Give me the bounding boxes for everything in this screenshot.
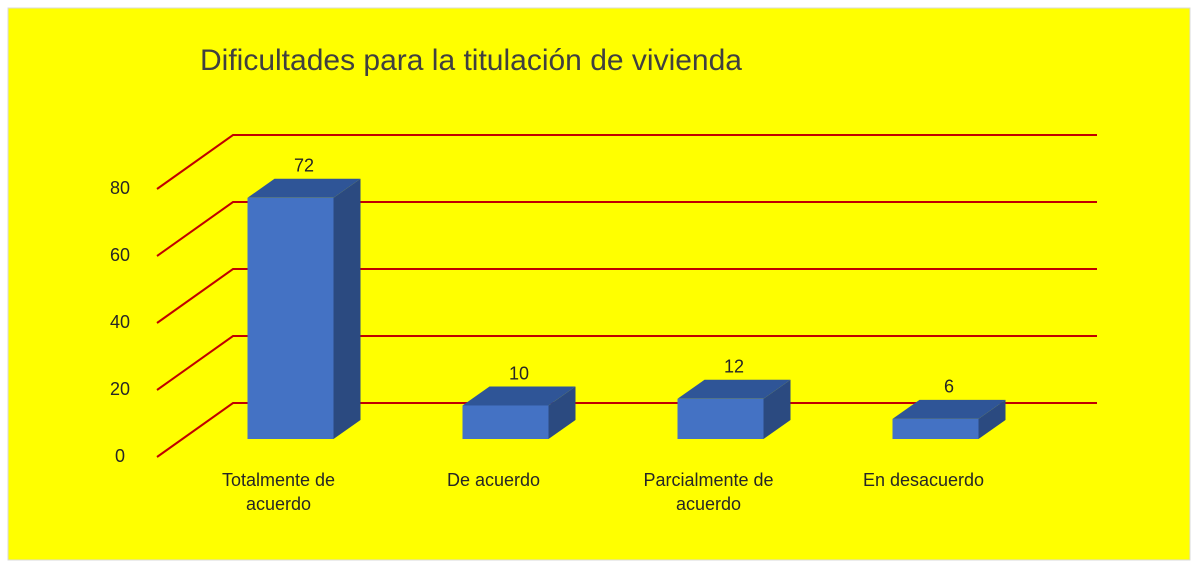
y-tick-label: 80 [110, 178, 130, 198]
y-tick-label: 20 [110, 379, 130, 399]
grid-line [156, 268, 1097, 324]
bar-top [462, 386, 576, 406]
chart-title: Dificultades para la titulación de vivie… [200, 44, 742, 77]
y-tick-label: 40 [110, 312, 130, 332]
bar-top [677, 379, 791, 399]
x-tick-label: Parcialmente de acuerdo [643, 470, 774, 514]
grid-line [156, 402, 1097, 458]
bar-side [333, 178, 361, 440]
x-tick-label: Totalmente de acuerdo [221, 470, 336, 514]
bar-side [763, 379, 791, 439]
grid-line [156, 134, 1097, 190]
data-label: 10 [509, 363, 529, 383]
bar [677, 398, 764, 439]
bar-side [978, 399, 1006, 439]
grid-line [156, 201, 1097, 257]
x-tick-label: En desacuerdo [862, 470, 985, 490]
bar-top [892, 399, 1006, 419]
bar-side [548, 386, 576, 439]
grid-line [156, 335, 1097, 391]
y-tick-label: 0 [115, 446, 125, 466]
bar [892, 418, 979, 439]
bar [462, 405, 549, 439]
x-tick-label: De acuerdo [446, 470, 541, 490]
bar-top [247, 178, 361, 198]
data-label: 12 [724, 357, 744, 377]
bar [247, 197, 334, 439]
y-tick-label: 60 [110, 245, 130, 265]
data-label: 72 [294, 156, 314, 176]
chart-background [7, 7, 1191, 561]
data-label: 6 [944, 377, 954, 397]
